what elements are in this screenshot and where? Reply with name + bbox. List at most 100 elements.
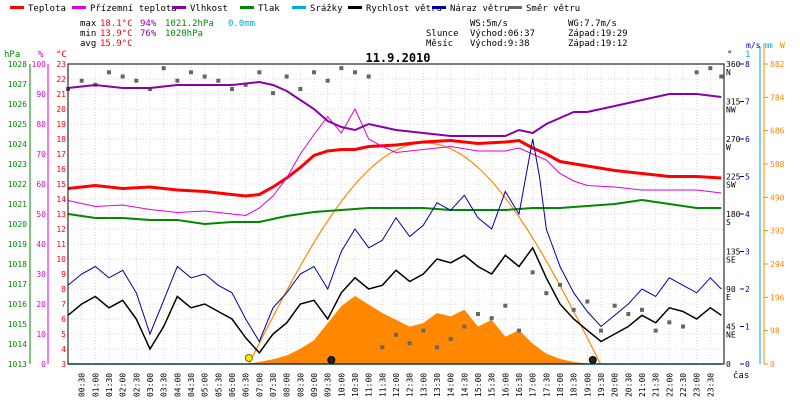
dir-tick-6: 270 [726,135,741,144]
dir-tick-sub-2: E [726,293,731,302]
x-tick-41: 21:00 [638,373,647,397]
stats-min-hum: 76% [140,29,157,39]
dir-point-43 [653,328,658,333]
x-tick-29: 15:00 [474,373,483,397]
x-tick-16: 08:30 [296,373,305,397]
dir-point-30 [476,312,480,316]
dir-point-9 [189,70,193,75]
legend-swatch-5 [348,6,362,9]
legend-swatch-7 [508,6,522,9]
w-tick-8: 784 [770,93,785,102]
x-tick-27: 14:00 [447,373,456,397]
dir-point-13 [243,82,248,87]
legend-label-4: Srážky [310,4,343,14]
x-tick-44: 22:30 [679,373,688,397]
dir-point-35 [544,291,549,296]
temp-tick-16: 19 [56,120,66,129]
w-tick-3: 294 [770,260,785,269]
dir-point-17 [298,87,303,91]
hpa-tick-3: 1016 [8,300,27,309]
legend-label-3: Tlak [258,4,280,14]
stats-max-hum: 94% [140,19,157,29]
x-axis: 00:30 01:00 01:30 02:00 02:30 03:00 03:30 04:00… [78,373,716,397]
sunrise-marker [244,354,253,362]
astro-info: Slunce Východ:06:37 Západ:19:29 Měsíc Vý… [426,29,628,49]
x-tick-13: 07:00 [255,373,264,397]
dir-point-32 [503,303,508,308]
hpa-tick-7: 1020 [8,220,27,229]
ms-axis-label: m/s [746,41,761,50]
dir-point-20 [339,66,344,71]
hpa-tick-11: 1024 [8,140,27,149]
temp-tick-15: 18 [56,135,66,144]
sun-rise: Východ:06:37 [470,29,535,39]
wind-gust-info: WG:7.7m/s [568,19,617,29]
legend: Teplota Přízemní teplota Vlhkost Tlak Srážky… [10,4,580,14]
x-tick-32: 16:30 [515,373,524,397]
x-tick-46: 23:30 [706,373,715,397]
x-tick-34: 17:30 [542,373,551,397]
dir-point-21 [353,70,357,75]
dir-point-24 [394,332,398,337]
wind-info: WS:5m/s WG:7.7m/s [470,19,617,29]
dir-point-15 [271,91,275,96]
x-tick-30: 15:30 [488,373,497,397]
x-tick-4: 02:30 [132,373,141,397]
dir-point-28 [448,337,453,341]
wind-speed-info: WS:5m/s [470,19,508,29]
dir-point-22 [366,74,371,79]
x-tick-24: 12:30 [406,373,415,397]
dir-tick-sub-8: N [726,68,731,77]
left-axes: 1013101410151016101710181019102010211022… [8,60,66,369]
moon-set: Západ:19:12 [568,39,628,49]
temp-tick-8: 11 [56,240,66,249]
x-tick-10: 05:30 [214,373,223,397]
temp-tick-3: 6 [61,315,66,324]
dir-point-44 [667,320,672,325]
temp-tick-2: 5 [61,330,66,339]
dir-point-5 [134,78,139,83]
dir-tick-sub-3: SE [726,256,736,265]
x-tick-39: 20:00 [611,373,620,397]
dir-tick-1: 45 [726,323,736,332]
x-axis-label: čas [733,370,749,381]
x-tick-12: 06:30 [242,373,251,397]
moon-label: Měsíc [426,39,453,49]
x-tick-37: 19:00 [583,373,592,397]
dir-point-39 [599,328,603,333]
temp-tick-13: 16 [56,165,66,174]
dir-tick-sub-5: SW [726,181,736,190]
x-tick-5: 03:00 [146,373,155,397]
ms-tick-8: 8 [745,60,750,69]
dir-point-45 [681,324,685,329]
x-tick-9: 05:00 [201,373,210,397]
stats-block: max 18.1°C 94% 1021.2hPa 0.0mm min 13.9°… [80,19,255,49]
dir-point-29 [462,324,467,329]
sun-label: Slunce [426,29,459,39]
legend-label-5: Rychlost větru [366,4,442,14]
x-tick-22: 11:30 [378,373,387,397]
pct-tick-2: 10 [36,330,46,339]
w-tick-2: 196 [770,293,785,302]
legend-swatch-4 [292,6,306,9]
x-tick-45: 23:00 [693,373,702,397]
dir-point-8 [175,78,180,83]
stats-avg-temp: 15.9°C [100,39,133,49]
x-tick-6: 03:30 [160,373,169,397]
right-axes: 045NE90E135SE180S225SW270W315NW360N01234… [726,46,785,369]
x-tick-40: 20:30 [624,373,633,397]
dir-point-42 [640,307,644,312]
pct-tick-18: 90 [36,90,46,99]
dir-point-7 [161,66,166,71]
x-tick-17: 09:00 [310,373,319,397]
dir-point-48 [719,74,724,79]
legend-swatch-0 [10,6,24,9]
dir-point-41 [626,312,631,316]
w-tick-6: 588 [770,160,785,169]
dir-point-11 [216,78,221,83]
temp-tick-9: 12 [56,225,66,234]
series-line-1 [67,107,722,217]
x-tick-23: 12:00 [392,373,401,397]
x-tick-35: 18:00 [556,373,565,397]
